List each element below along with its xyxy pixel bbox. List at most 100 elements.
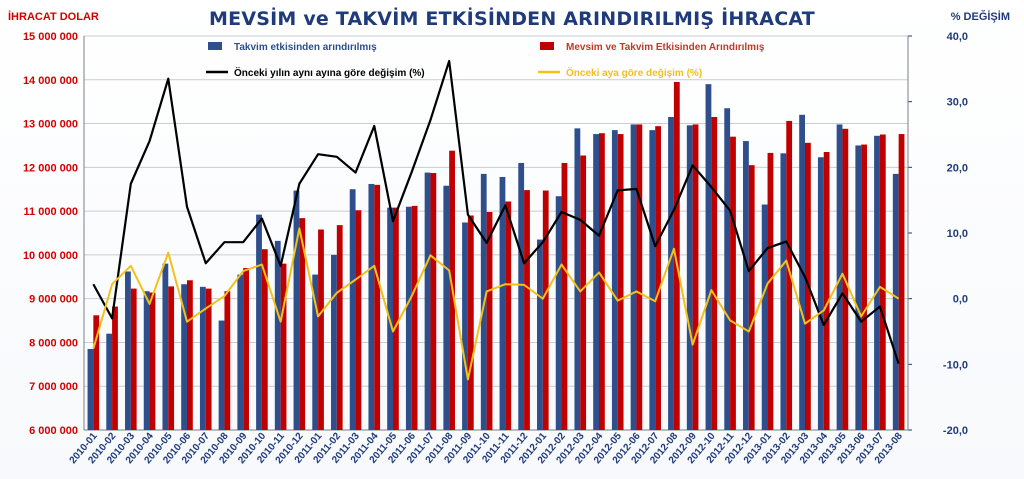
y-tick-left: 15 000 000 xyxy=(23,31,78,43)
bar-seasonal-calendar-adjusted xyxy=(673,81,680,430)
line-yoy-change xyxy=(92,59,900,365)
bar-calendar-adjusted xyxy=(349,189,356,430)
y-tick-right: -10,0 xyxy=(943,359,968,371)
bar-calendar-adjusted xyxy=(518,162,525,430)
bar-calendar-adjusted xyxy=(611,130,618,430)
bar-calendar-adjusted xyxy=(892,173,899,430)
bar-calendar-adjusted xyxy=(312,274,319,430)
bar-calendar-adjusted xyxy=(593,134,599,430)
bar-calendar-adjusted xyxy=(162,263,169,430)
bar-seasonal-calendar-adjusted xyxy=(767,152,774,430)
bar-calendar-adjusted xyxy=(630,124,637,431)
y-tick-left: 6 000 000 xyxy=(29,425,78,437)
bar-calendar-adjusted xyxy=(405,206,412,430)
legend-seasonal-calendar-adjusted-swatch xyxy=(540,42,554,50)
bar-calendar-adjusted xyxy=(293,190,300,430)
bar-calendar-adjusted xyxy=(218,320,225,430)
y-tick-left: 7 000 000 xyxy=(29,381,78,393)
bar-calendar-adjusted xyxy=(649,130,656,430)
bar-seasonal-calendar-adjusted xyxy=(561,162,568,430)
bar-seasonal-calendar-adjusted xyxy=(280,263,287,430)
bar-calendar-adjusted xyxy=(199,286,206,430)
bar-calendar-adjusted xyxy=(724,108,731,430)
bar-calendar-adjusted xyxy=(331,254,337,430)
bar-seasonal-calendar-adjusted xyxy=(411,205,418,430)
y-tick-right: 10,0 xyxy=(947,228,968,240)
bar-seasonal-calendar-adjusted xyxy=(730,136,736,430)
bar-calendar-adjusted xyxy=(424,172,431,430)
chart-title: MEVSİM ve TAKVİM ETKİSİNDEN ARINDIRILMIŞ… xyxy=(209,8,815,30)
y-tick-left: 9 000 000 xyxy=(29,294,78,306)
bar-calendar-adjusted xyxy=(855,145,862,430)
bar-seasonal-calendar-adjusted xyxy=(299,218,306,430)
bar-seasonal-calendar-adjusted xyxy=(130,288,137,430)
bar-seasonal-calendar-adjusted xyxy=(205,288,212,430)
bar-calendar-adjusted xyxy=(743,141,749,430)
bar-calendar-adjusted xyxy=(181,284,187,430)
legend-calendar-adjusted-label: Takvim etkisinden arındırılmış xyxy=(234,42,377,53)
bar-calendar-adjusted xyxy=(668,116,674,431)
bar-calendar-adjusted xyxy=(256,214,262,430)
bar-calendar-adjusted xyxy=(874,135,880,430)
bar-seasonal-calendar-adjusted xyxy=(261,249,268,430)
bar-seasonal-calendar-adjusted xyxy=(599,133,605,430)
bar-seasonal-calendar-adjusted xyxy=(168,286,175,430)
bar-seasonal-calendar-adjusted xyxy=(374,184,381,430)
right-axis-title: % DEĞİŞİM xyxy=(950,11,1010,23)
bar-seasonal-calendar-adjusted xyxy=(898,134,905,430)
bar-calendar-adjusted xyxy=(686,125,693,430)
bar-calendar-adjusted xyxy=(817,157,824,430)
bar-calendar-adjusted xyxy=(443,185,450,430)
bar-seasonal-calendar-adjusted xyxy=(711,116,718,431)
bar-seasonal-calendar-adjusted xyxy=(879,134,886,430)
line-mom-change xyxy=(92,227,900,381)
bar-seasonal-calendar-adjusted xyxy=(692,124,699,431)
y-tick-left: 13 000 000 xyxy=(23,119,78,131)
y-tick-right: 0,0 xyxy=(953,294,968,306)
bar-seasonal-calendar-adjusted xyxy=(112,306,118,430)
bar-seasonal-calendar-adjusted xyxy=(243,268,249,430)
bar-seasonal-calendar-adjusted xyxy=(93,315,100,430)
bar-seasonal-calendar-adjusted xyxy=(748,165,755,430)
bar-seasonal-calendar-adjusted xyxy=(149,292,156,430)
bar-calendar-adjusted xyxy=(87,349,94,430)
bar-calendar-adjusted xyxy=(499,176,506,430)
bar-seasonal-calendar-adjusted xyxy=(542,190,549,430)
bar-calendar-adjusted xyxy=(143,291,150,430)
bar-calendar-adjusted xyxy=(705,84,712,430)
bar-seasonal-calendar-adjusted xyxy=(318,229,324,430)
bar-seasonal-calendar-adjusted xyxy=(467,215,474,430)
bar-calendar-adjusted xyxy=(761,204,768,430)
bar-seasonal-calendar-adjusted xyxy=(224,291,231,430)
bar-seasonal-calendar-adjusted xyxy=(580,155,587,430)
legend-seasonal-calendar-adjusted-label: Mevsim ve Takvim Etkisinden Arındırılmış xyxy=(566,42,765,53)
y-tick-right: 30,0 xyxy=(947,97,968,109)
bar-calendar-adjusted xyxy=(125,271,131,430)
bar-calendar-adjusted xyxy=(780,153,787,430)
y-tick-left: 8 000 000 xyxy=(29,337,78,349)
bar-seasonal-calendar-adjusted xyxy=(617,134,624,430)
bar-calendar-adjusted xyxy=(106,333,113,430)
bar-seasonal-calendar-adjusted xyxy=(823,152,830,430)
y-tick-left: 10 000 000 xyxy=(23,250,78,262)
bar-seasonal-calendar-adjusted xyxy=(336,225,343,430)
bar-calendar-adjusted xyxy=(574,128,581,430)
bar-seasonal-calendar-adjusted xyxy=(861,144,867,430)
legend-mom-change-label: Önceki aya göre değişim (%) xyxy=(566,66,702,79)
y-tick-right: -20,0 xyxy=(943,425,968,437)
bar-calendar-adjusted xyxy=(368,183,375,430)
y-tick-left: 12 000 000 xyxy=(23,162,78,174)
bar-seasonal-calendar-adjusted xyxy=(786,120,793,431)
y-tick-left: 14 000 000 xyxy=(23,75,78,87)
bar-seasonal-calendar-adjusted xyxy=(636,124,643,431)
left-axis-title: İHRACAT DOLAR xyxy=(8,11,99,23)
bar-calendar-adjusted xyxy=(462,222,468,430)
bar-calendar-adjusted xyxy=(237,274,244,430)
bar-seasonal-calendar-adjusted xyxy=(187,280,193,430)
bar-calendar-adjusted xyxy=(274,240,281,430)
bar-seasonal-calendar-adjusted xyxy=(505,201,512,430)
bar-seasonal-calendar-adjusted xyxy=(430,173,437,430)
y-tick-left: 11 000 000 xyxy=(24,206,78,218)
bar-seasonal-calendar-adjusted xyxy=(393,207,399,430)
